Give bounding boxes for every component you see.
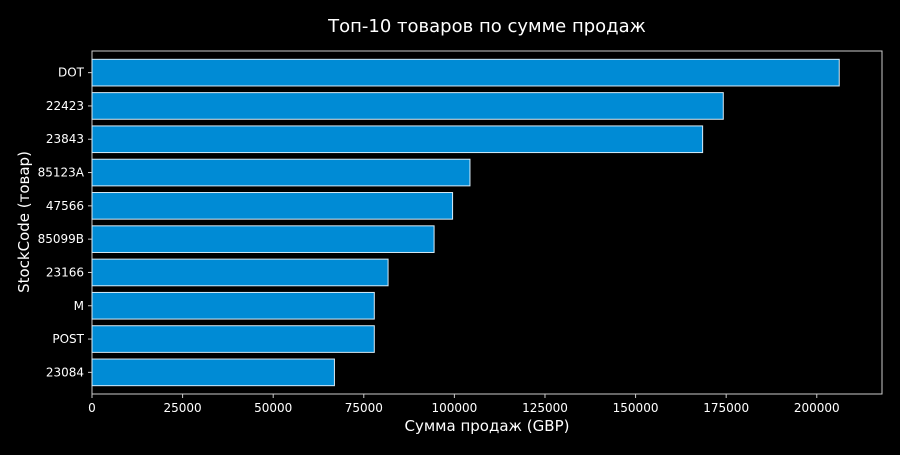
x-tick-label: 50000 [254,401,292,415]
y-tick-label: 47566 [46,199,84,213]
bar-23843 [91,125,704,154]
y-axis-label: StockCode (товар) [15,151,33,293]
y-tick-label: 23084 [46,365,84,379]
y-tick-label: M [74,299,84,313]
bar-23084 [91,358,335,387]
x-tick-label: 175000 [703,401,749,415]
bars-group [91,58,840,387]
bar-post [91,325,375,353]
x-tick-label: 200000 [794,401,840,415]
bar-85123a [91,158,471,187]
plot-area-frame [91,50,883,395]
y-tick-label: 23843 [46,132,84,146]
y-tick-label: POST [52,332,84,346]
y-tick-label: 22423 [46,99,84,113]
chart-title: Топ-10 товаров по сумме продаж [327,16,646,37]
x-tick-label: 75000 [345,401,383,415]
bar-m [91,291,375,320]
x-axis-label: Сумма продаж (GBP) [405,417,570,435]
y-ticks-group: DOT 22423 23843 85123A 47566 85099B 23166 M POST… [38,66,92,379]
x-tick-label: 150000 [613,401,659,415]
x-tick-label: 0 [88,401,96,415]
y-tick-label: DOT [58,66,85,80]
y-tick-label: 85099B [38,232,84,246]
bar-47566 [91,192,454,220]
x-ticks-group: 0 25000 50000 75000 100000 125000 150000 175000… [88,394,840,415]
bar-23166 [91,258,389,287]
x-tick-label: 25000 [164,401,202,415]
y-tick-label: 23166 [46,265,84,279]
x-tick-label: 100000 [431,401,477,415]
bar-22423 [91,92,724,120]
bar-85099b [91,225,435,253]
x-tick-label: 125000 [522,401,568,415]
y-tick-label: 85123A [38,166,85,180]
bar-dot [91,58,840,87]
